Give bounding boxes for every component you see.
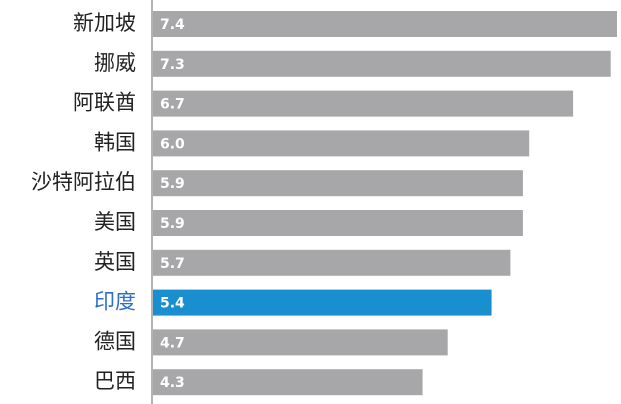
- category-label: 挪威: [94, 51, 136, 75]
- bar: [153, 289, 492, 316]
- value-label: 5.7: [160, 256, 185, 272]
- category-label: 巴西: [94, 369, 136, 393]
- value-label: 5.9: [160, 176, 185, 192]
- bar: [153, 249, 511, 276]
- bar: [153, 130, 530, 157]
- value-label: 5.9: [160, 216, 185, 232]
- category-label: 沙特阿拉伯: [31, 170, 136, 194]
- bar: [153, 170, 523, 197]
- bar: [153, 329, 448, 356]
- value-label: 4.3: [160, 375, 185, 391]
- category-label: 阿联酋: [73, 91, 136, 115]
- value-label: 6.0: [160, 136, 185, 152]
- bar: [153, 369, 423, 396]
- category-label: 美国: [94, 210, 136, 234]
- bar: [153, 11, 617, 37]
- bar: [153, 90, 574, 117]
- category-label: 新加坡: [73, 11, 136, 35]
- value-label: 4.7: [160, 335, 185, 351]
- value-label: 5.4: [160, 296, 185, 312]
- category-label: 印度: [94, 290, 136, 314]
- bar: [153, 50, 611, 77]
- value-label: 7.3: [160, 57, 185, 73]
- value-label: 7.4: [160, 17, 185, 33]
- value-label: 6.7: [160, 97, 185, 113]
- category-label: 韩国: [94, 130, 136, 154]
- category-label: 德国: [94, 329, 136, 353]
- category-label: 英国: [94, 250, 136, 274]
- bar: [153, 210, 523, 236]
